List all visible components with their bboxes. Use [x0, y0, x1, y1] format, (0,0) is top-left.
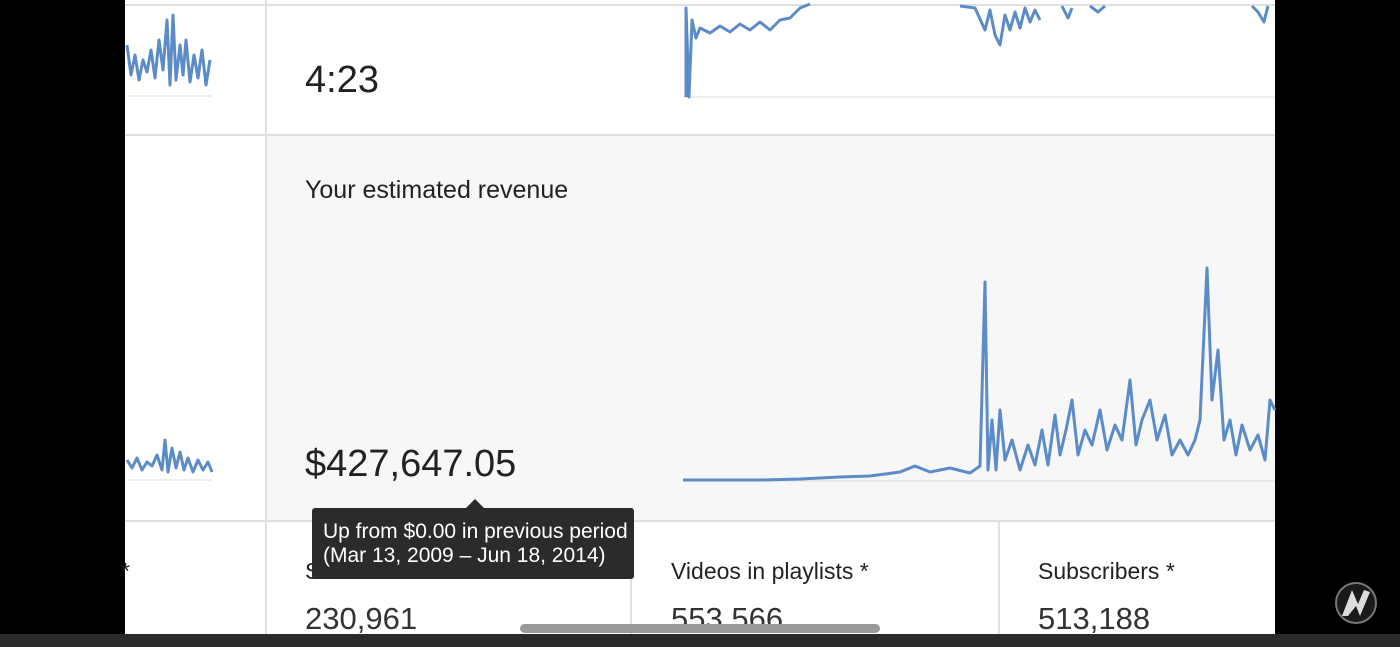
- card-title: Your estimated revenue: [305, 176, 568, 204]
- stat-value: 513,188: [1038, 601, 1150, 636]
- tooltip-text: (Mar 13, 2009 – Jun 18, 2014): [323, 544, 606, 567]
- tooltip: [312, 508, 634, 579]
- revenue-value: $427,647.05: [305, 443, 516, 485]
- sparkline: [683, 266, 1277, 482]
- stat-label: *: [121, 558, 130, 584]
- sparkline: [125, 438, 214, 474]
- sparkline: [125, 13, 212, 87]
- scrollbar[interactable]: [520, 624, 880, 633]
- stat-label: Subscribers *: [1038, 558, 1175, 584]
- revenue-card-bg: [266, 136, 1275, 521]
- tooltip-text: Up from $0.00 in previous period: [323, 520, 628, 543]
- logo-mark: [1342, 590, 1370, 616]
- bottom-edge: [0, 634, 1400, 647]
- stat-label: Videos in playlists *: [671, 558, 869, 584]
- tooltip-arrow: [466, 499, 484, 508]
- sparkline: [684, 2, 1270, 99]
- stat-value: 230,961: [305, 601, 417, 636]
- metric-value: 4:23: [305, 59, 379, 101]
